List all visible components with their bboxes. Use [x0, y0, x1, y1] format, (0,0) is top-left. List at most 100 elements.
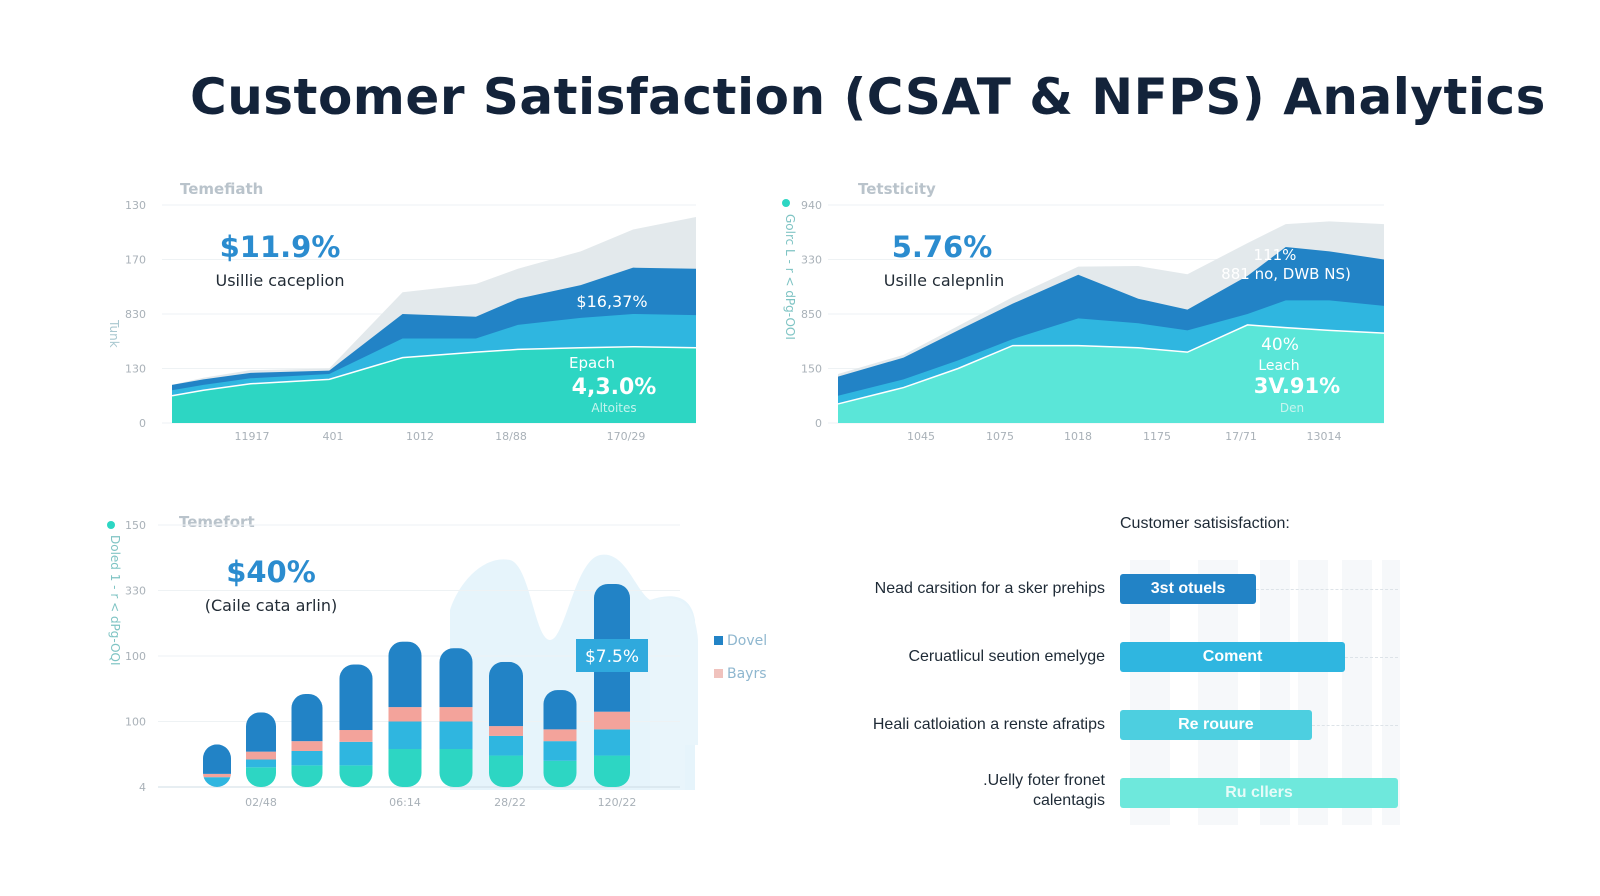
y-tick-label: 130: [125, 199, 146, 212]
bar-segment-teal: [246, 767, 276, 787]
y-tick-label: 330: [125, 585, 146, 598]
category-label: Ceruatlicul seution emelyge: [908, 648, 1105, 665]
bar-segment-bayrs: [439, 707, 473, 722]
y-tick-label: 850: [801, 308, 822, 321]
x-tick-label: 11917: [235, 430, 270, 443]
x-tick-label: 1012: [406, 430, 434, 443]
y-axis-label: Doled 1 - r < dPg-OQI: [108, 535, 122, 666]
reference-dashline: [1345, 657, 1398, 658]
bar-label: Re rouure: [1178, 716, 1254, 733]
legend-dot-icon: [107, 521, 115, 529]
y-tick-label: 0: [815, 417, 822, 430]
bar-label: Ru cllers: [1225, 784, 1293, 801]
category-label: Nead carsition for a sker prehips: [874, 580, 1105, 597]
band-annotation: $16,37%: [576, 292, 647, 311]
category-label: Heali catloiation a renste afratips: [872, 716, 1105, 733]
bar-stack: [203, 744, 231, 787]
x-tick-label: 120/22: [598, 796, 637, 809]
highlight-value: $7.5%: [585, 647, 639, 667]
horizontal-bar: 3st otuels: [1120, 574, 1257, 604]
horizontal-bar: Ru cllers: [1120, 778, 1398, 808]
band-value: 111%: [1254, 246, 1297, 264]
bar-segment-teal: [489, 755, 523, 787]
kpi-label: (Caile cata arlin): [205, 596, 337, 615]
annotation-sub-caption: Altoites: [591, 401, 636, 415]
bar-segment-bayrs: [594, 711, 630, 730]
kpi-label: Usille calepnlin: [884, 271, 1005, 290]
x-tick-label: 1045: [907, 430, 935, 443]
bar-segment-bayrs: [339, 730, 373, 742]
area-series-base: [838, 324, 1384, 423]
legend-swatch-dovel: [714, 636, 723, 645]
bar-segment-light-blue: [246, 759, 276, 768]
y-tick-label: 0: [139, 417, 146, 430]
bar-segment-bayrs: [246, 751, 276, 760]
base-series-line: [837, 324, 1385, 405]
y-tick-label: 940: [801, 199, 822, 212]
bar-stack: [339, 664, 373, 787]
bar-segment-dovel: [489, 661, 523, 727]
bar-segment-light-blue: [543, 741, 577, 761]
bar-label: Coment: [1202, 648, 1263, 665]
bar-segment-dovel: [203, 744, 231, 774]
x-tick-label: 170/29: [607, 430, 646, 443]
annotation-sub-caption: Den: [1280, 401, 1304, 415]
chart-title: Customer satisisfaction:: [1120, 515, 1290, 532]
horizontal-bar: Coment: [1120, 642, 1346, 672]
bar-label: 3st otuels: [1150, 580, 1226, 597]
bar-stack: [543, 690, 577, 787]
chart-title: Temefort: [179, 513, 255, 531]
bar-segment-light-blue: [388, 721, 422, 750]
legend-swatch-bayrs: [714, 669, 723, 678]
x-tick-label: 17/71: [1225, 430, 1257, 443]
kpi-value: 5.76%: [892, 230, 993, 264]
x-tick-label: 401: [323, 430, 344, 443]
reference-dashline: [1311, 725, 1398, 726]
kpi-value: $40%: [226, 555, 316, 589]
x-tick-label: 06:14: [389, 796, 421, 809]
bar-stack: [291, 693, 323, 787]
bar-segment-teal: [594, 755, 630, 787]
bar-segment-light-blue: [291, 750, 323, 766]
annotation-big-value: 4,3.0%: [572, 375, 657, 400]
page-title: Customer Satisfaction (CSAT & NFPS) Anal…: [190, 68, 1546, 126]
stacked-bar-chart-temefort: Doled 1 - r < dPg-OQI Temefort 4 100 100 33…: [107, 513, 767, 809]
y-tick-label: 150: [125, 519, 146, 532]
band-annotation: 881 no, DWB NS): [1221, 265, 1351, 283]
bar-segment-light-blue: [489, 735, 523, 756]
base-series-line: [171, 345, 697, 397]
bar-stack: [489, 661, 523, 787]
kpi-value: $11.9%: [220, 230, 341, 264]
y-tick-label: 100: [125, 716, 146, 729]
area-series-base: [172, 346, 696, 423]
y-tick-label: 170: [125, 254, 146, 267]
bar-segment-teal: [388, 749, 422, 787]
x-tick-label: 13014: [1307, 430, 1342, 443]
x-tick-label: 28/22: [494, 796, 526, 809]
y-tick-label: 4: [139, 781, 146, 794]
bar-segment-light-blue: [339, 741, 373, 766]
bar-segment-light-blue: [594, 729, 630, 756]
legend-label-dovel: Dovel: [727, 633, 767, 649]
bar-segment-bayrs: [489, 726, 523, 736]
bar-segment-bayrs: [203, 773, 231, 778]
annotation-caption: Leach: [1258, 358, 1299, 374]
area-chart-tetsticity: Tetsticity Golrc L - r < dPg-OOI 0 150 850…: [782, 180, 1385, 443]
horizontal-bar: Re rouure: [1120, 710, 1312, 740]
x-tick-label: 18/88: [495, 430, 527, 443]
x-tick-label: 1018: [1064, 430, 1092, 443]
category-label: .Uelly foter fronet calentagis: [983, 772, 1105, 809]
kpi-label: Usillie caceplion: [216, 271, 345, 290]
bar-segment-dovel: [543, 690, 577, 730]
chart-title: Temefiath: [180, 180, 263, 198]
bar-segment-teal: [339, 765, 373, 787]
bar-segment-light-blue: [203, 777, 231, 787]
bar-segment-teal: [439, 749, 473, 787]
area-chart-temefiath: Temefiath Tunk 0 130 830 170 130 11917 401 101…: [107, 180, 697, 443]
y-tick-label: 150: [801, 363, 822, 376]
bar-stack: [388, 641, 422, 787]
annotation-value: 40%: [1261, 335, 1299, 355]
reference-dashline: [1256, 589, 1398, 590]
bar-stack: [246, 712, 276, 787]
x-tick-label: 1175: [1143, 430, 1171, 443]
